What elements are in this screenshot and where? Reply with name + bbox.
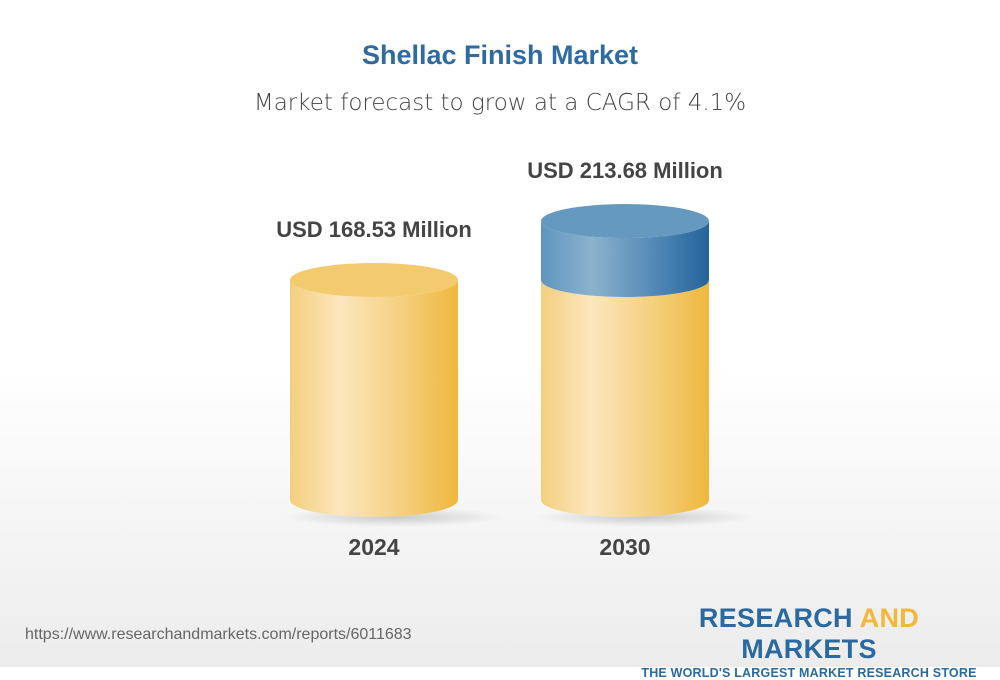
chart-title: Shellac Finish Market: [361, 40, 639, 70]
data-label: USD 213.68 Million: [527, 158, 723, 183]
chart-subtitle: Market forecast to grow at a CAGR of 4.1…: [253, 90, 747, 116]
category-label: 2024: [348, 534, 399, 560]
cylinder-base-segment-2030: [541, 280, 709, 517]
source-url[interactable]: https://www.researchandmarkets.com/repor…: [25, 626, 412, 643]
category-label: 2030: [599, 534, 650, 560]
research-and-markets-logo: RESEARCH AND MARKETS THE WORLD'S LARGEST…: [641, 603, 977, 680]
data-label: USD 168.53 Million: [276, 217, 472, 242]
cylinder-body-2024: [290, 280, 458, 517]
cylinder-top-2024: [290, 263, 458, 297]
cylinder-top-2030: [541, 204, 709, 239]
cylinder-growth-segment-2030: [541, 221, 709, 297]
